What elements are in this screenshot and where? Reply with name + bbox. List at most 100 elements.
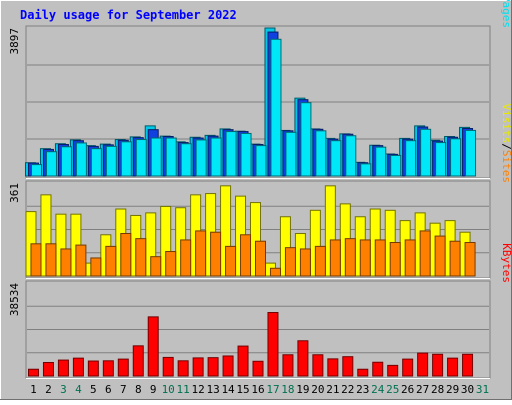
bar [299,248,311,277]
bar [434,235,446,277]
bar [297,340,309,377]
bar [404,239,416,277]
bar [465,129,477,177]
x-tick-label: 24 [371,383,385,396]
x-tick-label: 19 [296,383,309,396]
bar [269,267,281,277]
bar [120,141,132,177]
x-tick-label: 31 [476,383,489,396]
y-max-label: 361 [8,183,21,203]
legend: Visits/Sites [500,104,512,184]
bar [117,358,129,377]
x-tick-label: 2 [45,383,52,396]
legend-entry: / [500,143,512,150]
chart-title: Daily usage for September 2022 [20,8,237,22]
bar [162,356,174,377]
bar [165,251,177,277]
bar [374,239,386,277]
bar [464,242,476,277]
bar [222,355,234,377]
bar [72,357,84,377]
bar [45,151,57,177]
x-tick-label: 25 [386,383,399,396]
bar [60,146,72,177]
bar [150,256,162,277]
bar [135,139,147,177]
bar [312,354,324,377]
x-tick-label: 4 [75,383,82,396]
bar [180,143,192,177]
bar [252,360,264,377]
bar [462,353,474,377]
x-tick-label: 13 [206,383,219,396]
bar [105,145,117,177]
bar [90,148,102,177]
bar [419,230,431,277]
bar [240,234,252,277]
x-tick-label: 18 [281,383,294,396]
bar [360,163,372,177]
x-tick-label: 16 [251,383,264,396]
legend: Hits/Files/Pages [500,0,512,28]
x-tick-label: 15 [236,383,249,396]
bar [314,245,326,277]
bar [192,357,204,377]
bar [57,359,69,377]
legend-entry: Sites [500,150,512,183]
bar [329,239,341,277]
bar [225,131,237,177]
bar [177,360,189,377]
x-tick-label: 23 [356,383,369,396]
x-tick-label: 3 [60,383,67,396]
bar [267,312,279,377]
x-tick-label: 1 [30,383,37,396]
bar [359,239,371,277]
bar [30,243,42,277]
panels: 3897 Hits/Files/Pages 361 Visits/Sites 38534… [8,0,512,379]
x-tick-label: 28 [431,383,444,396]
bar [270,38,282,177]
bar [375,146,387,177]
x-tick-label: 21 [326,383,339,396]
bar [147,316,159,377]
bar [102,360,114,377]
bar [30,164,42,177]
bar [27,368,39,377]
visits-sites-panel: 361 Visits/Sites [8,104,512,279]
bar [42,361,54,377]
y-max-label: 3897 [8,28,21,55]
bar [447,357,459,377]
x-tick-label: 10 [162,383,175,396]
bar [344,238,356,277]
bar [357,368,369,377]
x-tick-label: 20 [311,383,324,396]
x-tick-label: 5 [90,383,97,396]
bar [195,139,207,177]
x-tick-label: 7 [120,383,127,396]
x-tick-label: 22 [341,383,354,396]
bar [105,245,117,277]
bar [225,245,237,277]
bar [240,132,252,177]
bar [372,361,384,377]
bar [420,128,432,177]
bar [284,247,296,277]
bar [345,135,357,177]
bar [315,130,327,177]
x-tick-label: 29 [446,383,459,396]
bar [300,102,312,177]
x-axis: 1 2 3 4 5 6 7 8 9 10 11 12 13 14 15 16 17 18 19 20 21 22 23 24 2… [30,383,489,396]
bar [449,240,461,277]
bar [435,142,447,177]
bar [432,353,444,377]
bar [87,360,99,377]
bar [387,364,399,377]
bar [255,240,266,277]
bar [75,244,87,277]
x-tick-label: 14 [221,383,235,396]
bar [237,345,249,377]
bar [45,243,57,277]
x-tick-label: 12 [192,383,205,396]
kbytes-panel: 38534 KBytes [8,243,512,379]
bar [327,358,339,377]
